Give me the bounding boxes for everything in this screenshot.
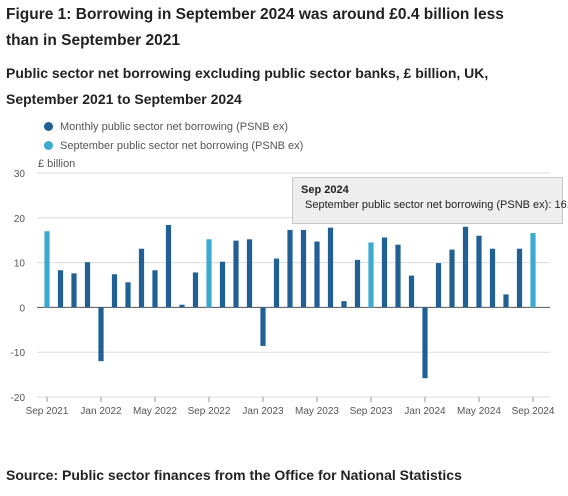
bar-jun-2024[interactable]	[489, 248, 496, 308]
bar-aug-2024[interactable]	[516, 248, 523, 308]
bar-mar-2023[interactable]	[287, 229, 293, 308]
bar-jan-2022[interactable]	[98, 307, 104, 362]
x-tick-label: Sep 2022	[188, 406, 231, 417]
tooltip-series-label: September public sector net borrowing (P…	[305, 199, 549, 211]
chart-subtitle: Public sector net borrowing excluding pu…	[6, 65, 489, 107]
bar-dec-2023[interactable]	[408, 275, 415, 308]
y-tick-label: -10	[11, 348, 26, 359]
gridlines	[37, 172, 550, 398]
bar-sep-2023[interactable]	[368, 242, 374, 308]
bar-sep-2021[interactable]	[44, 231, 50, 308]
bar-jun-2023[interactable]	[327, 227, 334, 308]
bar-oct-2021[interactable]	[57, 270, 64, 308]
source-note: Source: Public sector finances from the …	[6, 467, 462, 483]
x-tick-label: Jan 2023	[242, 406, 284, 417]
bar-dec-2022[interactable]	[246, 239, 253, 308]
x-tick-label: Sep 2023	[350, 406, 393, 417]
y-tick-label: 30	[14, 169, 26, 180]
x-axis-ticks: Sep 2021 Jan 2022 May 2022 Sep 2022 Jan 2023…	[26, 397, 555, 417]
tooltip-title: Sep 2024	[301, 184, 349, 196]
bar-jul-2022[interactable]	[179, 304, 185, 308]
bar-apr-2022[interactable]	[138, 248, 145, 308]
legend-swatch-september	[44, 141, 53, 150]
tooltip-separator: :	[548, 199, 555, 211]
legend: Monthly public sector net borrowing (PSN…	[44, 118, 303, 156]
y-tick-label: 0	[19, 303, 25, 314]
bar-mar-2024[interactable]	[449, 249, 455, 308]
bar-mar-2022[interactable]	[125, 282, 131, 308]
bar-jul-2023[interactable]	[341, 301, 347, 308]
bar-oct-2022[interactable]	[219, 261, 226, 308]
y-tick-label: -20	[11, 393, 26, 404]
bar-may-2022[interactable]	[152, 270, 158, 308]
legend-label-monthly: Monthly public sector net borrowing (PSN…	[60, 120, 289, 133]
x-tick-label: Jan 2024	[404, 406, 446, 417]
x-tick-label: May 2022	[133, 406, 177, 417]
legend-item-september[interactable]: September public sector net borrowing (P…	[44, 137, 303, 154]
bar-feb-2023[interactable]	[273, 258, 280, 308]
bar-feb-2022[interactable]	[111, 274, 118, 308]
y-tick-label: 20	[14, 214, 26, 225]
x-tick-label: Sep 2024	[512, 406, 555, 417]
bar-nov-2023[interactable]	[395, 244, 401, 308]
bar-dec-2021[interactable]	[84, 262, 91, 308]
tooltip-row: September public sector net borrowing (P…	[301, 199, 568, 211]
bar-jan-2023[interactable]	[260, 307, 266, 346]
bar-sep-2022[interactable]	[206, 239, 212, 308]
bar-sep-2024[interactable]	[530, 233, 536, 308]
x-tick-label: Jan 2022	[80, 406, 122, 417]
bar-may-2024[interactable]	[476, 235, 482, 308]
bar-nov-2022[interactable]	[233, 240, 239, 308]
x-tick-label: May 2024	[457, 406, 501, 417]
x-tick-label: Sep 2021	[26, 406, 69, 417]
bars	[44, 224, 536, 379]
bar-apr-2023[interactable]	[300, 229, 307, 308]
hover-tooltip: Sep 2024 September public sector net bor…	[292, 177, 568, 224]
chart-title: Figure 1: Borrowing in September 2024 wa…	[6, 6, 504, 49]
legend-label-september: September public sector net borrowing (P…	[60, 139, 304, 152]
bar-aug-2022[interactable]	[192, 272, 199, 308]
bar-nov-2021[interactable]	[71, 273, 77, 308]
bar-apr-2024[interactable]	[462, 226, 469, 308]
x-tick-label: May 2023	[295, 406, 339, 417]
tooltip-value: 16.6	[554, 199, 568, 211]
y-tick-label: 10	[14, 259, 26, 270]
bar-jan-2024[interactable]	[422, 307, 428, 379]
bar-may-2023[interactable]	[314, 241, 320, 308]
bar-jul-2024[interactable]	[503, 294, 509, 308]
bar-aug-2023[interactable]	[354, 259, 361, 308]
bar-feb-2024[interactable]	[435, 263, 442, 308]
y-axis-unit-label: £ billion	[38, 158, 76, 170]
y-axis-ticks: -20 -10 0 10 20 30	[11, 169, 26, 404]
bar-jun-2022[interactable]	[165, 224, 172, 308]
bar-oct-2023[interactable]	[381, 237, 388, 308]
legend-item-monthly[interactable]: Monthly public sector net borrowing (PSN…	[44, 118, 303, 135]
legend-swatch-monthly	[44, 122, 53, 131]
